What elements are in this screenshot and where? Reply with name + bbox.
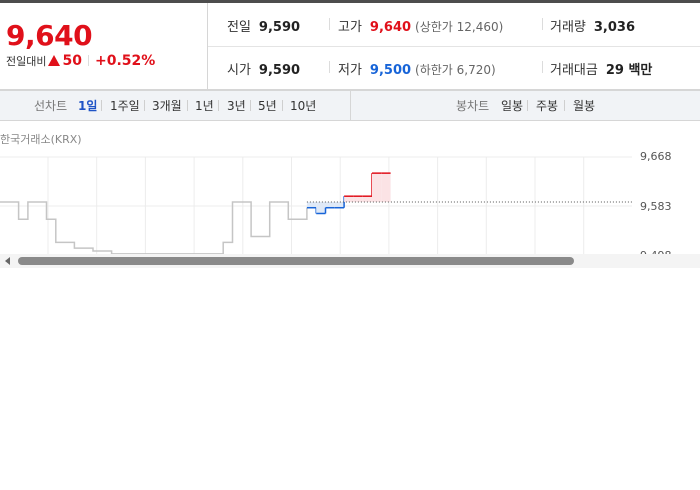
volume-stat: 거래량 3,036	[550, 16, 635, 35]
price-chart: 9,668 9,583 9,498	[0, 150, 700, 262]
area-fill	[325, 201, 335, 208]
trade-value-value: 29 백만	[605, 63, 653, 78]
divider	[187, 100, 188, 111]
change-value: 50	[62, 53, 82, 69]
area-fill	[353, 196, 363, 202]
volume-label: 거래량	[550, 20, 586, 35]
high-label: 고가	[338, 20, 362, 35]
line-chart-label: 선차트	[34, 99, 68, 113]
market-label: 한국거래소(KRX)	[0, 133, 82, 146]
tab-10year[interactable]: 10년	[290, 99, 317, 113]
trade-value-label: 거래대금	[550, 63, 598, 78]
divider	[527, 100, 528, 111]
tab-daily-candle[interactable]: 일봉	[501, 99, 524, 113]
divider	[282, 100, 283, 111]
divider	[144, 100, 145, 111]
divider	[250, 100, 251, 111]
high-value: 9,640	[369, 20, 412, 35]
divider	[564, 100, 565, 111]
candle-chart-label: 봉차트	[456, 99, 490, 113]
divider	[329, 18, 330, 30]
tab-monthly-candle[interactable]: 월봉	[573, 99, 596, 113]
divider	[218, 100, 219, 111]
area-fill	[316, 201, 326, 214]
divider	[542, 61, 543, 73]
area-fill	[381, 173, 391, 202]
current-price: 9,640	[6, 19, 93, 52]
price-block: 9,640 전일대비 50 +0.52%	[0, 3, 208, 89]
change-label: 전일대비	[6, 55, 47, 68]
tab-1year[interactable]: 1년	[195, 99, 214, 113]
divider	[87, 55, 89, 66]
chart-tabs: 선차트 1일 1주일 3개월 1년 3년 5년 10년 봉차트 일봉 주봉 월봉	[0, 90, 700, 121]
tab-1week[interactable]: 1주일	[110, 99, 140, 113]
area-fill	[334, 201, 345, 208]
stats-row-2: 시가 9,590 저가 9,500 (하한가 6,720) 거래대금 29 백만	[208, 46, 700, 89]
change-percent: +0.52%	[94, 53, 156, 69]
tab-3month[interactable]: 3개월	[152, 99, 182, 113]
chart-svg	[0, 156, 632, 256]
stock-summary: 9,640 전일대비 50 +0.52% 전일 9,590 고가 9,640 (상한가 1…	[0, 3, 700, 90]
prev-close-value: 9,590	[258, 20, 301, 35]
tab-weekly-candle[interactable]: 주봉	[536, 99, 559, 113]
tab-1day[interactable]: 1일	[78, 99, 98, 113]
y-tick-label: 9,583	[640, 200, 672, 213]
low-stat: 저가 9,500 (하한가 6,720)	[338, 59, 496, 78]
change-row: 전일대비 50 +0.52%	[6, 53, 155, 69]
open-label: 시가	[227, 63, 251, 78]
area-fill	[344, 196, 354, 202]
tab-5year[interactable]: 5년	[258, 99, 277, 113]
divider	[101, 100, 102, 111]
area-fill	[306, 201, 317, 208]
divider	[329, 61, 330, 73]
open-value: 9,590	[258, 63, 301, 78]
divider	[350, 91, 351, 120]
top-border	[0, 0, 700, 3]
prev-close-label: 전일	[227, 20, 251, 35]
scroll-left-icon[interactable]	[5, 257, 10, 265]
y-tick-label: 9,668	[640, 150, 672, 163]
divider	[542, 18, 543, 30]
high-stat: 고가 9,640 (상한가 12,460)	[338, 16, 503, 35]
volume-value: 3,036	[593, 20, 636, 35]
up-arrow-icon	[48, 55, 61, 66]
open-stat: 시가 9,590	[227, 59, 300, 78]
area-fill	[362, 196, 372, 202]
scroll-thumb[interactable]	[18, 257, 574, 265]
trade-value-stat: 거래대금 29 백만	[550, 59, 652, 78]
low-value: 9,500	[369, 63, 412, 78]
lower-limit: (하한가 6,720)	[415, 63, 496, 77]
area-fill	[372, 173, 382, 202]
prev-close-stat: 전일 9,590	[227, 16, 300, 35]
chart-scrollbar[interactable]	[0, 254, 700, 268]
low-label: 저가	[338, 63, 362, 78]
stats-row-1: 전일 9,590 고가 9,640 (상한가 12,460) 거래량 3,036	[208, 3, 700, 47]
stats-grid: 전일 9,590 고가 9,640 (상한가 12,460) 거래량 3,036 시가 9…	[208, 3, 700, 89]
upper-limit: (상한가 12,460)	[415, 20, 504, 34]
tab-3year[interactable]: 3년	[227, 99, 246, 113]
history-line	[0, 201, 308, 255]
